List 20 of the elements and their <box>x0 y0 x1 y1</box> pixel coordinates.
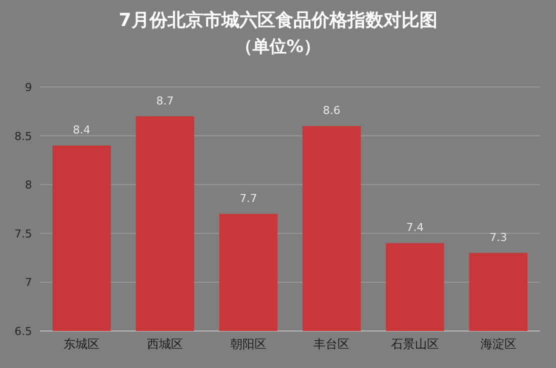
data-label: 8.7 <box>156 94 174 108</box>
data-label: 7.7 <box>240 192 258 205</box>
chart-subtitle: （单位%） <box>235 37 321 57</box>
x-tick-label: 石景山区 <box>391 337 439 351</box>
y-tick-label: 6.5 <box>14 325 32 338</box>
chart-title: 7月份北京市城六区食品价格指数对比图 <box>118 10 438 31</box>
data-label: 7.3 <box>490 230 508 244</box>
y-tick-label: 7 <box>25 276 32 290</box>
x-tick-label: 西城区 <box>147 337 183 351</box>
data-label: 7.4 <box>406 221 424 234</box>
x-tick-label: 朝阳区 <box>230 337 266 351</box>
x-tick-label: 海淀区 <box>480 337 516 351</box>
y-tick-label: 8 <box>25 178 32 192</box>
x-tick-label: 东城区 <box>64 337 100 351</box>
y-tick-label: 8.5 <box>14 130 32 143</box>
data-label: 8.6 <box>322 104 340 118</box>
x-tick-label: 丰台区 <box>314 337 350 351</box>
data-label: 8.4 <box>72 124 90 137</box>
y-tick-label: 9 <box>25 81 32 94</box>
y-tick-label: 7.5 <box>14 227 32 240</box>
